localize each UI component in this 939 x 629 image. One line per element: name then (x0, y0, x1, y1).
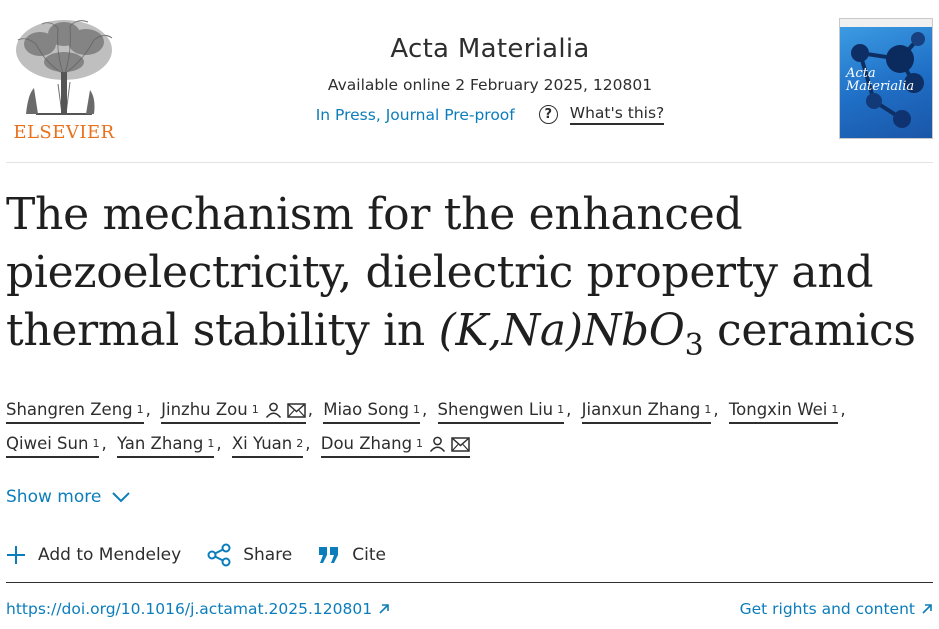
article-actions: Add to Mendeley Share Cite (6, 543, 412, 567)
add-to-mendeley-button[interactable]: Add to Mendeley (6, 545, 181, 565)
share-icon (207, 543, 231, 567)
chevron-down-icon (112, 492, 131, 503)
whats-this-label: What's this? (569, 104, 665, 125)
author-link[interactable]: Dou Zhang 1 (320, 434, 471, 458)
share-button[interactable]: Share (207, 543, 292, 567)
author-separator: , (305, 434, 311, 453)
molecule-graphic (840, 19, 932, 128)
cite-label: Cite (352, 545, 386, 565)
title-line-3-pre: thermal stability in (6, 305, 439, 356)
elsevier-logo[interactable]: ELSEVIER (6, 14, 122, 144)
author-separator: , (216, 434, 222, 453)
journal-cover-image[interactable]: Acta Materialia (839, 18, 933, 139)
title-line-3-post: ceramics (703, 305, 916, 356)
title-formula-kna: (K,Na) (438, 305, 583, 356)
author-link[interactable]: Miao Song 1 (323, 400, 421, 424)
doi-label: https://doi.org/10.1016/j.actamat.2025.1… (6, 600, 373, 618)
author-separator: , (840, 400, 846, 419)
author-name: Jianxun Zhang (581, 400, 701, 419)
author-name: Shengwen Liu (437, 400, 554, 419)
envelope-icon (286, 402, 306, 418)
plus-icon (7, 546, 25, 564)
header-divider (6, 162, 933, 163)
title-formula-subscript: 3 (684, 328, 704, 363)
envelope-icon (451, 436, 470, 452)
author-link[interactable]: Jianxun Zhang 1 (581, 400, 712, 424)
person-icon (265, 402, 282, 418)
get-rights-link[interactable]: Get rights and content (740, 600, 933, 618)
question-icon: ? (538, 105, 558, 124)
author-name: Dou Zhang (320, 434, 413, 453)
journal-pre-proof-link[interactable]: In Press, Journal Pre-proof (315, 105, 515, 124)
author-separator: , (566, 400, 572, 419)
press-status-row: In Press, Journal Pre-proof ? What's thi… (280, 104, 700, 125)
author-separator: , (422, 400, 428, 419)
journal-title-link[interactable]: Acta Materialia (390, 34, 590, 64)
actions-divider (6, 582, 933, 583)
get-rights-label: Get rights and content (739, 600, 915, 618)
add-to-mendeley-label: Add to Mendeley (38, 545, 182, 565)
cover-title: Acta Materialia (846, 67, 914, 93)
author-name: Miao Song (323, 400, 410, 419)
elsevier-tree-icon (16, 20, 113, 115)
author-name: Yan Zhang (116, 434, 204, 453)
journal-header: Acta Materialia Available online 2 Febru… (280, 34, 700, 125)
article-title: The mechanism for the enhanced piezoelec… (6, 186, 936, 375)
author-separator: , (713, 400, 719, 419)
external-link-icon (379, 604, 389, 614)
author-link[interactable]: Yan Zhang 1 (116, 434, 215, 458)
author-link[interactable]: Shangren Zeng 1 (6, 400, 144, 424)
author-name: Tongxin Wei (728, 400, 828, 419)
whats-this-link[interactable]: ? What's this? (538, 104, 665, 125)
author-name: Xi Yuan (231, 434, 293, 453)
author-list: Shangren Zeng 1, Jinzhu Zou 1, Miao Song 1,… (6, 393, 936, 461)
author-separator: , (307, 400, 313, 419)
author-link[interactable]: Jinzhu Zou 1 (161, 400, 306, 424)
availability-date: Available online 2 February 2025, 120801 (327, 76, 653, 94)
elsevier-wordmark: ELSEVIER (13, 122, 115, 143)
author-link[interactable]: Tongxin Wei 1 (728, 400, 839, 424)
author-separator: , (101, 434, 107, 453)
doi-link[interactable]: https://doi.org/10.1016/j.actamat.2025.1… (6, 600, 390, 618)
show-more-label: Show more (6, 487, 102, 507)
title-line-2: piezoelectricity, dielectric property an… (6, 247, 874, 298)
author-name: Shangren Zeng (6, 400, 133, 419)
show-more-button[interactable]: Show more (6, 487, 131, 507)
author-link[interactable]: Qiwei Sun 1 (6, 434, 100, 458)
author-name: Qiwei Sun (6, 434, 89, 453)
title-line-1: The mechanism for the enhanced (6, 189, 743, 240)
author-separator: , (145, 400, 151, 419)
author-name: Jinzhu Zou (161, 400, 248, 419)
cite-button[interactable]: Cite (318, 545, 386, 565)
title-formula-nbo: NbO (582, 305, 685, 356)
external-link-icon (922, 604, 932, 614)
author-link[interactable]: Xi Yuan 2 (231, 434, 304, 458)
quote-icon (319, 547, 339, 563)
share-label: Share (243, 545, 293, 565)
author-link[interactable]: Shengwen Liu 1 (437, 400, 565, 424)
cover-title-line2: Materialia (846, 79, 915, 94)
cover-title-line1: Acta (846, 66, 876, 81)
person-icon (429, 436, 446, 452)
